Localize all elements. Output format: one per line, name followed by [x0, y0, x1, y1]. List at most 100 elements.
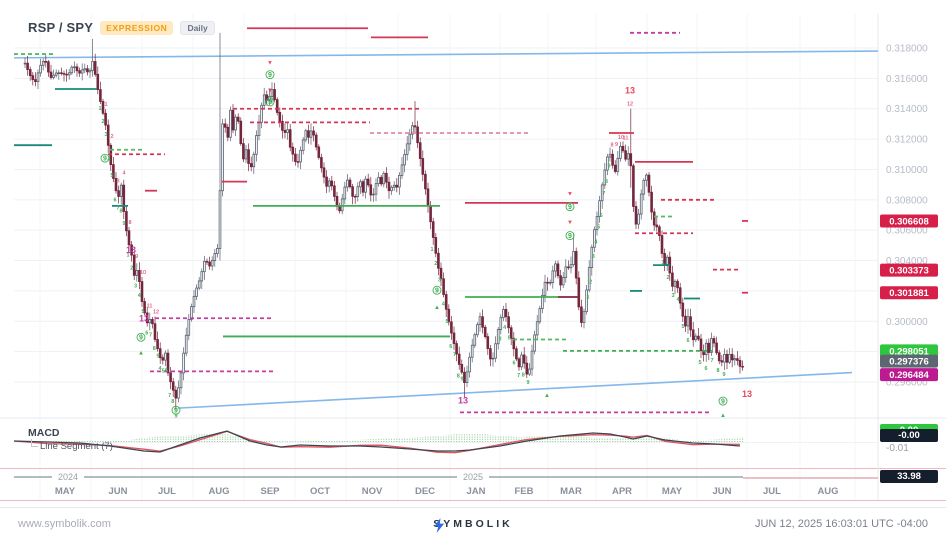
candle[interactable]	[356, 186, 360, 197]
candle[interactable]	[626, 153, 630, 160]
candle[interactable]	[353, 195, 357, 198]
candle[interactable]	[288, 129, 292, 148]
candle[interactable]	[606, 156, 609, 171]
candle[interactable]	[200, 271, 204, 282]
candle[interactable]	[723, 353, 726, 363]
candle[interactable]	[517, 358, 521, 368]
candle[interactable]	[741, 365, 744, 368]
candle[interactable]	[689, 316, 692, 331]
candle[interactable]	[546, 281, 549, 284]
candle[interactable]	[156, 339, 159, 350]
candle[interactable]	[374, 183, 378, 195]
candle[interactable]	[439, 267, 443, 280]
candle[interactable]	[270, 89, 274, 97]
candle[interactable]	[715, 342, 718, 354]
candle[interactable]	[187, 319, 191, 336]
candle[interactable]	[299, 149, 302, 163]
candle[interactable]	[197, 280, 201, 289]
candle[interactable]	[548, 282, 552, 284]
candle[interactable]	[403, 153, 406, 166]
candle[interactable]	[281, 120, 284, 131]
candle[interactable]	[255, 135, 258, 155]
candle[interactable]	[411, 125, 414, 135]
candle[interactable]	[691, 329, 695, 341]
candle[interactable]	[28, 69, 32, 77]
candle[interactable]	[122, 184, 126, 212]
candle[interactable]	[621, 145, 625, 152]
candle[interactable]	[114, 178, 118, 192]
candle[interactable]	[218, 190, 222, 249]
candle[interactable]	[104, 112, 107, 126]
candle[interactable]	[465, 371, 469, 384]
candle[interactable]	[463, 371, 466, 384]
candle[interactable]	[151, 319, 154, 325]
candle[interactable]	[395, 184, 399, 188]
candle[interactable]	[387, 181, 391, 192]
candle[interactable]	[538, 308, 542, 323]
candle[interactable]	[590, 246, 594, 268]
candle[interactable]	[390, 186, 393, 192]
candle[interactable]	[213, 253, 217, 262]
candle[interactable]	[494, 343, 497, 359]
candle[interactable]	[447, 308, 451, 323]
candle[interactable]	[613, 164, 617, 172]
macd-panel[interactable]	[13, 430, 878, 454]
candle[interactable]	[450, 321, 453, 334]
candle[interactable]	[673, 280, 677, 287]
candle[interactable]	[127, 230, 131, 246]
candle[interactable]	[67, 72, 71, 76]
candle[interactable]	[125, 211, 128, 232]
candle[interactable]	[351, 186, 354, 197]
candle[interactable]	[515, 348, 518, 360]
candle[interactable]	[499, 317, 503, 330]
candle[interactable]	[257, 121, 261, 136]
candle[interactable]	[164, 352, 167, 361]
candle[interactable]	[216, 247, 219, 254]
candle[interactable]	[325, 176, 328, 187]
candle[interactable]	[697, 335, 700, 340]
candle[interactable]	[161, 357, 165, 361]
candle[interactable]	[335, 195, 339, 207]
trendlines-layer[interactable]	[13, 50, 879, 409]
candle[interactable]	[158, 348, 162, 359]
candle[interactable]	[130, 244, 133, 256]
candle[interactable]	[369, 184, 373, 196]
candle[interactable]	[522, 354, 526, 364]
candle[interactable]	[502, 309, 505, 319]
candle[interactable]	[361, 181, 365, 193]
candle[interactable]	[556, 263, 560, 277]
candle[interactable]	[413, 125, 417, 128]
candle[interactable]	[78, 70, 81, 74]
candle[interactable]	[83, 68, 87, 71]
candle[interactable]	[559, 275, 562, 286]
candle[interactable]	[236, 116, 240, 122]
candle[interactable]	[543, 281, 547, 296]
candle[interactable]	[434, 237, 438, 254]
candle[interactable]	[249, 163, 253, 168]
candle[interactable]	[88, 69, 92, 73]
candle[interactable]	[600, 184, 604, 202]
candle[interactable]	[301, 139, 305, 151]
candle[interactable]	[242, 143, 245, 160]
candle[interactable]	[52, 74, 55, 78]
candle[interactable]	[686, 316, 690, 327]
candle[interactable]	[192, 295, 196, 308]
candle[interactable]	[377, 176, 380, 185]
candle[interactable]	[135, 270, 139, 276]
candle[interactable]	[603, 169, 607, 186]
candle[interactable]	[642, 179, 646, 195]
candle[interactable]	[317, 146, 321, 158]
candle[interactable]	[385, 172, 388, 183]
candle[interactable]	[223, 123, 227, 128]
candle[interactable]	[645, 174, 648, 181]
candle[interactable]	[655, 224, 659, 228]
candle[interactable]	[47, 61, 50, 73]
candle[interactable]	[153, 323, 157, 340]
candle[interactable]	[231, 109, 235, 131]
timeframe-badge[interactable]: Daily	[180, 20, 215, 35]
candle[interactable]	[650, 191, 653, 213]
candle[interactable]	[598, 200, 601, 217]
candle[interactable]	[314, 134, 318, 148]
candle[interactable]	[457, 353, 461, 365]
